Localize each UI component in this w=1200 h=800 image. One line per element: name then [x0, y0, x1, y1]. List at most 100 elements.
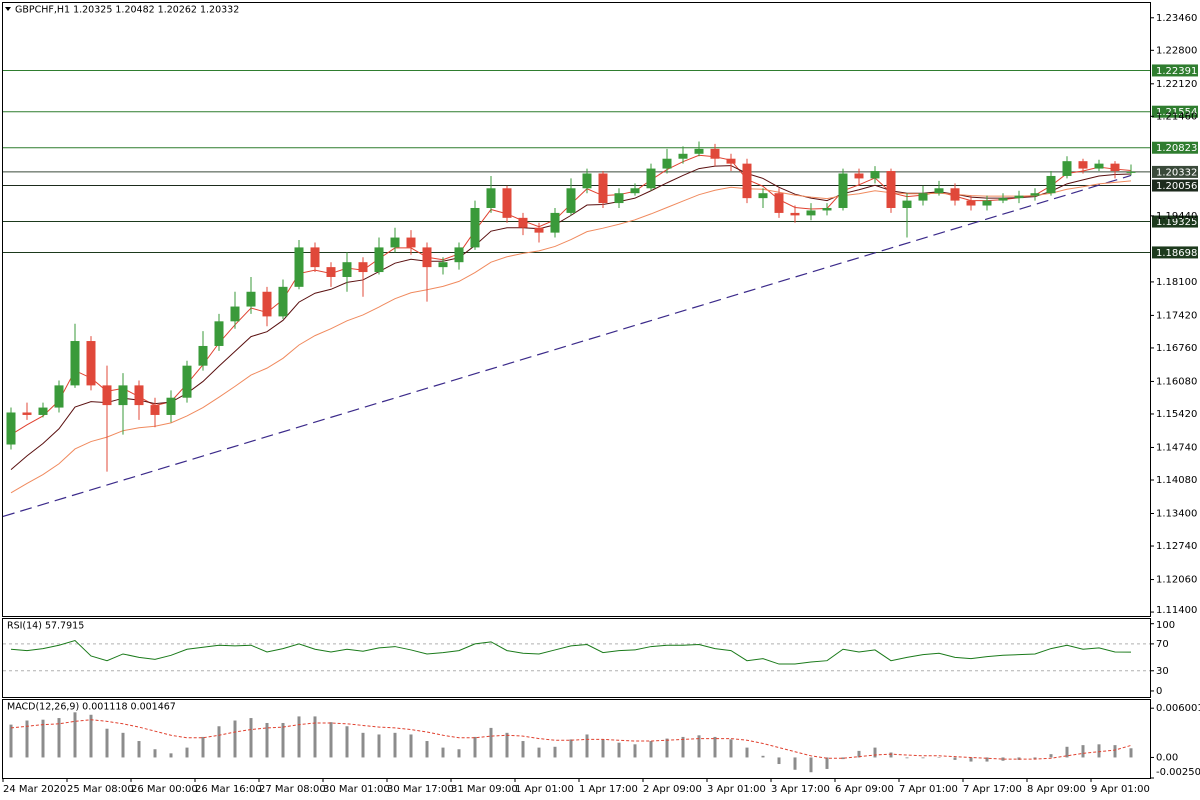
- price-panel-frame: [2, 2, 1151, 617]
- candle-body: [1014, 195, 1024, 199]
- candle-body: [390, 237, 400, 248]
- macd-bar: [921, 757, 925, 759]
- macd-bar: [505, 732, 509, 758]
- x-tick-label: 26 Mar 16:00: [195, 784, 262, 795]
- level-label: 1.21554: [1156, 107, 1197, 118]
- candle-body: [726, 158, 736, 164]
- macd-bar: [793, 757, 797, 770]
- candle-body: [838, 173, 848, 208]
- candle-body: [470, 207, 480, 248]
- level-label-box: [1152, 141, 1198, 154]
- y-tick-label: -0.002504: [1156, 767, 1200, 778]
- candle-body: [342, 262, 352, 277]
- candle-body: [70, 341, 80, 386]
- level-label: 1.20056: [1156, 181, 1197, 192]
- candle-body: [806, 210, 816, 216]
- y-tick-label: 0.00: [1156, 752, 1178, 763]
- y-tick-label: 1.17420: [1156, 310, 1197, 321]
- candle-body: [742, 163, 752, 199]
- macd-bar: [1065, 746, 1069, 758]
- candle-body: [982, 200, 992, 206]
- x-tick-label: 3 Apr 17:00: [771, 784, 830, 795]
- x-tick-label: 3 Apr 01:00: [707, 784, 766, 795]
- y-tick-label: 1.16080: [1156, 376, 1197, 387]
- macd-bar: [265, 722, 269, 758]
- macd-bar: [409, 734, 413, 758]
- candle-body: [422, 247, 432, 268]
- macd-bar: [137, 741, 141, 758]
- macd-bar: [41, 719, 45, 758]
- candle-body: [662, 158, 672, 169]
- candle-body: [870, 171, 880, 179]
- candle-body: [486, 188, 496, 208]
- candle-body: [86, 341, 96, 386]
- macd-bar: [681, 736, 685, 758]
- macd-bar: [713, 736, 717, 758]
- y-tick-label: 0: [1156, 686, 1162, 697]
- macd-bar: [537, 747, 541, 758]
- candle-body: [710, 148, 720, 159]
- candle-body: [406, 237, 416, 248]
- macd-bar: [809, 757, 813, 773]
- macd-bar: [73, 712, 77, 758]
- macd-bar: [873, 747, 877, 758]
- candle-body: [886, 171, 896, 208]
- macd-bar: [601, 739, 605, 758]
- y-tick-label: 1.14740: [1156, 442, 1197, 453]
- macd-bar: [585, 734, 589, 758]
- macd-bar: [281, 722, 285, 758]
- candle-body: [438, 262, 448, 268]
- candle-body: [598, 173, 608, 204]
- candle-body: [694, 148, 704, 154]
- macd-bar: [761, 755, 765, 758]
- macd-bar: [393, 732, 397, 758]
- candle-body: [934, 188, 944, 194]
- candle-body: [22, 412, 32, 415]
- x-tick-label: 24 Mar 2020: [3, 784, 66, 795]
- macd-bar: [937, 757, 941, 758]
- level-label: 1.20332: [1156, 167, 1197, 178]
- candle-body: [1126, 171, 1136, 173]
- y-tick-label: 1.21460: [1156, 111, 1197, 122]
- macd-bar: [361, 732, 365, 758]
- rsi-line: [10, 639, 1132, 665]
- candle-body: [758, 193, 768, 199]
- macd-bar: [1049, 754, 1053, 758]
- x-tick-label: 9 Apr 01:00: [1091, 784, 1150, 795]
- symbol-menu-arrow[interactable]: [5, 7, 11, 11]
- candle-body: [902, 200, 912, 208]
- level-label: 1.20823: [1156, 143, 1197, 154]
- x-tick-label: 2 Apr 09:00: [643, 784, 702, 795]
- candle-body: [38, 407, 48, 415]
- macd-bar: [825, 757, 829, 769]
- candle-body: [230, 306, 240, 322]
- candle-body: [246, 291, 256, 307]
- candle-body: [518, 217, 528, 228]
- candle-body: [918, 193, 928, 201]
- x-tick-label: 6 Apr 09:00: [835, 784, 894, 795]
- y-tick-label: 100: [1156, 620, 1175, 631]
- macd-bar: [57, 718, 61, 758]
- macd-bar: [553, 746, 557, 758]
- candle-body: [198, 345, 208, 366]
- macd-bar: [249, 718, 253, 758]
- candle-body: [294, 247, 304, 287]
- macd-bar: [649, 741, 653, 758]
- y-tick-label: 1.12740: [1156, 541, 1197, 552]
- macd-bar: [969, 757, 973, 762]
- candle-body: [950, 188, 960, 201]
- macd-bar: [841, 757, 845, 760]
- y-tick-label: 1.19440: [1156, 211, 1197, 222]
- panel-title: GBPCHF,H1 1.20325 1.20482 1.20262 1.2033…: [15, 5, 239, 16]
- y-tick-label: 1.12060: [1156, 575, 1197, 586]
- macd-bar: [217, 726, 221, 758]
- candle-body: [454, 247, 464, 263]
- candle-body: [262, 291, 272, 317]
- macd-bar: [345, 726, 349, 758]
- macd-bar: [665, 738, 669, 758]
- candle-body: [822, 207, 832, 211]
- level-label-box: [1152, 179, 1198, 192]
- macd-bar: [441, 747, 445, 758]
